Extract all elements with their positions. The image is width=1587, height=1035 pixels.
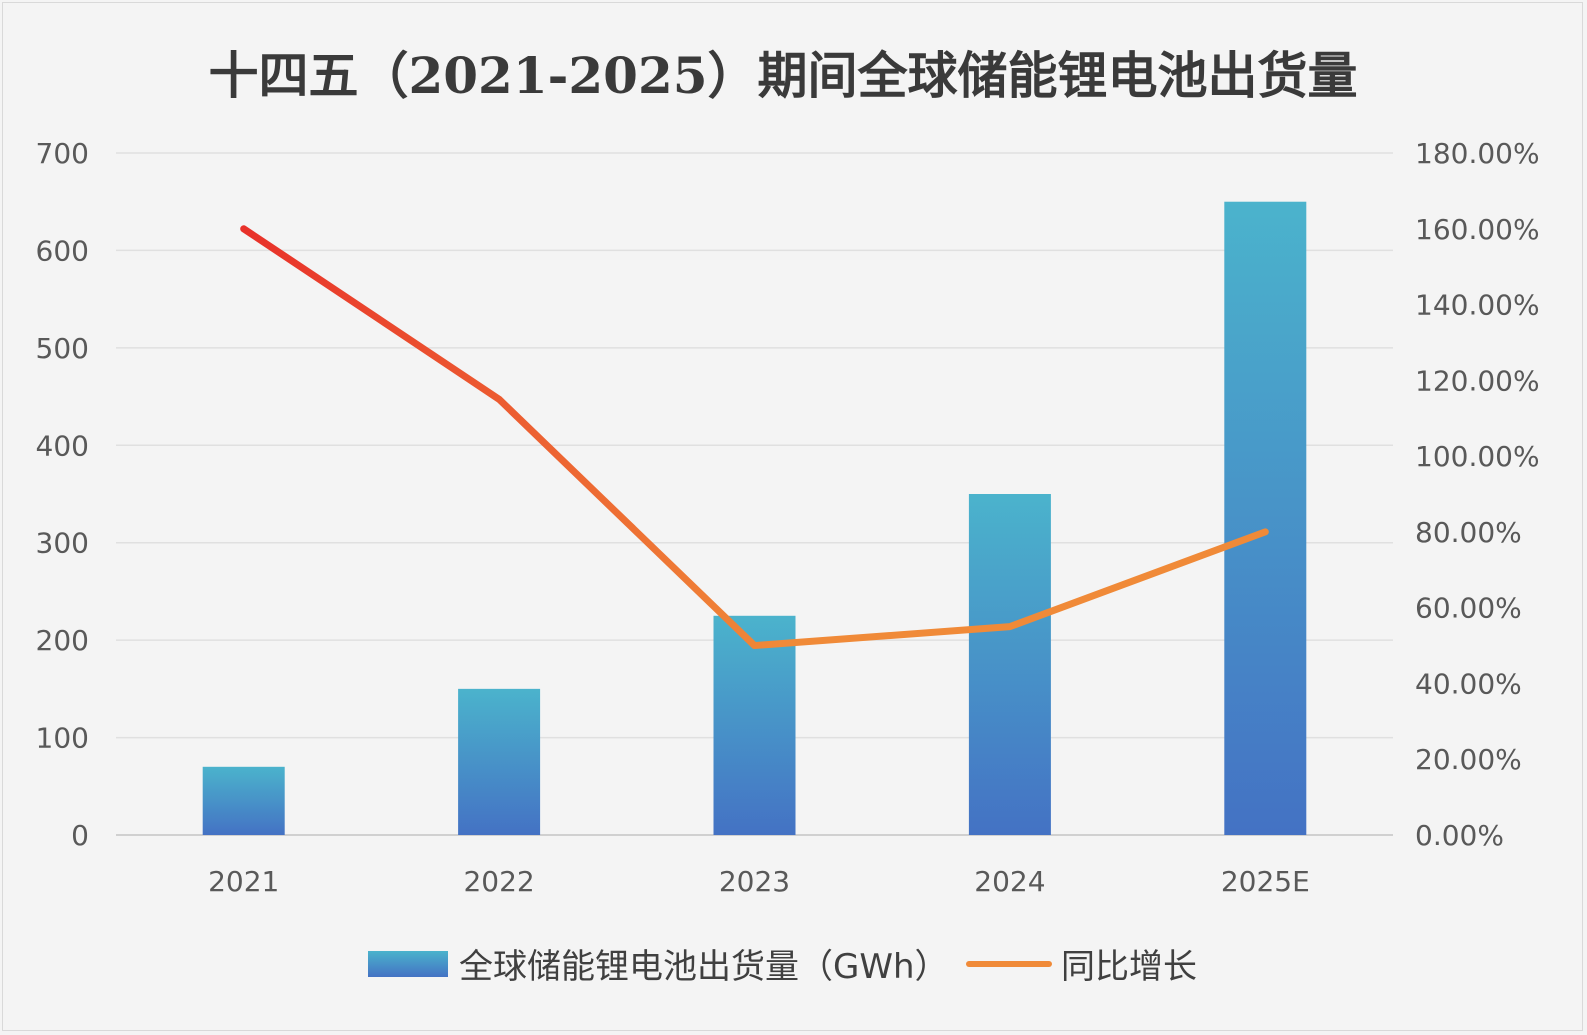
chart-title: 十四五（2021-2025）期间全球储能锂电池出货量	[208, 46, 1357, 105]
legend: 全球储能锂电池出货量（GWh） 同比增长	[368, 947, 1197, 987]
x-tick-label: 2021	[208, 865, 279, 898]
legend-label-bar: 全球储能锂电池出货量（GWh）	[459, 947, 949, 987]
right-tick-label: 60.00%	[1415, 592, 1522, 625]
left-tick-label: 0	[71, 819, 89, 852]
right-tick-label: 160.00%	[1415, 213, 1540, 246]
right-tick-label: 180.00%	[1415, 137, 1540, 170]
right-tick-label: 120.00%	[1415, 364, 1540, 397]
grid-lines	[116, 152, 1393, 836]
legend-label-line: 同比增长	[1061, 947, 1197, 987]
x-axis-ticks: 2021 2022 2023 2024 2025E	[208, 865, 1310, 898]
bar-series	[202, 201, 1307, 835]
legend-swatch-bar	[368, 951, 448, 977]
left-tick-label: 600	[36, 234, 89, 267]
bar-2021	[202, 766, 285, 835]
x-tick-label: 2023	[719, 865, 790, 898]
left-tick-label: 700	[36, 137, 89, 170]
x-tick-label: 2024	[974, 865, 1045, 898]
left-tick-label: 200	[36, 624, 89, 657]
left-axis-ticks: 0 100 200 300 400 500 600 700	[36, 137, 89, 852]
right-tick-label: 100.00%	[1415, 440, 1540, 473]
left-tick-label: 400	[36, 429, 89, 462]
left-tick-label: 500	[36, 332, 89, 365]
growth-line	[240, 225, 1269, 650]
bar-2024	[968, 494, 1051, 835]
combo-chart: 十四五（2021-2025）期间全球储能锂电池出货量 0 100 200 300 400…	[36, 46, 1540, 987]
bar-2023	[713, 615, 796, 835]
right-tick-label: 0.00%	[1415, 819, 1504, 852]
right-tick-label: 80.00%	[1415, 516, 1522, 549]
line-series	[240, 225, 1269, 650]
bar-2022	[458, 688, 541, 835]
left-tick-label: 300	[36, 527, 89, 560]
x-tick-label: 2025E	[1221, 865, 1310, 898]
right-axis-ticks: 0.00% 20.00% 40.00% 60.00% 80.00% 100.00% 120.…	[1415, 137, 1540, 852]
right-tick-label: 20.00%	[1415, 743, 1522, 776]
right-tick-label: 40.00%	[1415, 667, 1522, 700]
bar-2025E	[1224, 201, 1307, 835]
right-tick-label: 140.00%	[1415, 289, 1540, 322]
left-tick-label: 100	[36, 722, 89, 755]
x-tick-label: 2022	[463, 865, 534, 898]
